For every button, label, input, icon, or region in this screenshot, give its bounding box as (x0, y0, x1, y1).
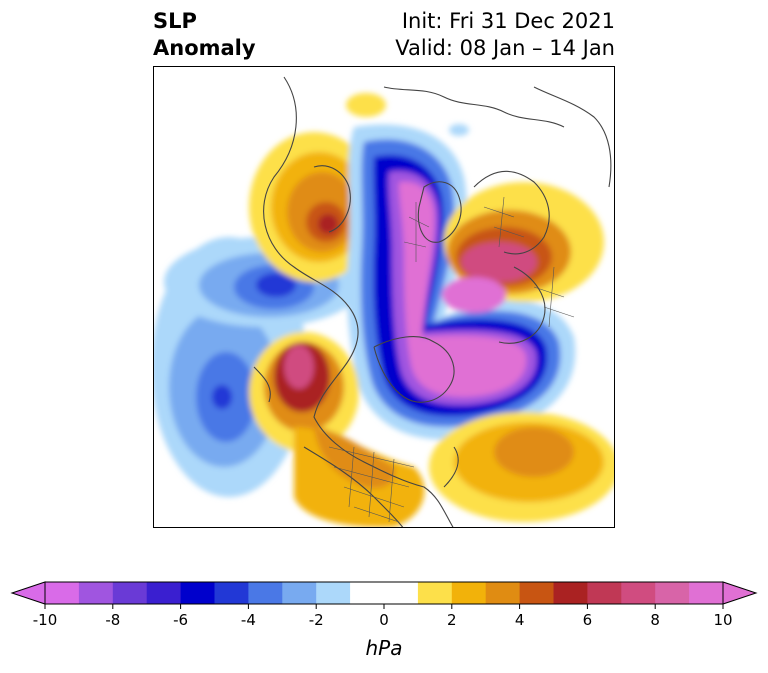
colorbar-bin (214, 582, 249, 604)
colorbar-bin (485, 582, 521, 604)
colorbar-tick-label: -10 (33, 611, 58, 629)
title-field: Anomaly (153, 36, 256, 60)
colorbar-tick-label: 10 (713, 611, 732, 629)
colorbar-bin (587, 582, 622, 604)
title-right: Init: Fri 31 Dec 2021 Valid: 08 Jan – 14… (395, 8, 615, 62)
colorbar-tick-label: 2 (447, 611, 457, 629)
colorbar-tick-label: -2 (309, 611, 324, 629)
bering-ridge (346, 93, 386, 117)
colorbar-bin (146, 582, 182, 604)
colorbar-bin (689, 582, 724, 604)
colorbar-bin (45, 582, 80, 604)
map-panel (153, 66, 615, 528)
arctic-small-low (449, 124, 469, 136)
colorbar-tick-label: 6 (583, 611, 593, 629)
colorbar-bin (112, 582, 148, 604)
title-variable: SLP (153, 9, 197, 33)
valid-range: Valid: 08 Jan – 14 Jan (395, 36, 615, 60)
colorbar-bin (451, 582, 487, 604)
political-borders (328, 196, 575, 523)
colorbar-bin (316, 582, 351, 604)
colorbar-bin (180, 582, 215, 604)
colorbar-bin (384, 582, 419, 604)
colorbar-bin (350, 582, 385, 604)
colorbar-bin (519, 582, 554, 604)
colorbar-bin (282, 582, 317, 604)
colorbar-bin (621, 582, 656, 604)
colorbar-bin (655, 582, 690, 604)
aleutian-low-core (256, 273, 296, 297)
colorbar-tick-label: -8 (105, 611, 120, 629)
colorbar-tick-label: 0 (379, 611, 389, 629)
colorbar-tick-label: 4 (515, 611, 525, 629)
colorbar-tick-label: -6 (173, 611, 188, 629)
colorbar-unit-label: hPa (365, 636, 403, 660)
colorbar-bin (78, 582, 114, 604)
colorbar-bin (248, 582, 283, 604)
init-date: Init: Fri 31 Dec 2021 (401, 9, 615, 33)
colorbar-bin (417, 582, 453, 604)
colorbar-tick-label: -4 (241, 611, 256, 629)
slp-anomaly-map (154, 76, 614, 527)
wna-high-core (284, 345, 314, 389)
atlantic-high-core (494, 427, 574, 477)
colorbar-extend-high (722, 581, 758, 605)
title-left: SLP Anomaly (153, 8, 256, 62)
pacific-low-core (212, 385, 232, 409)
colorbar-tick-label: 8 (650, 611, 660, 629)
colorbar: -10 -8 -6 -4 -2 0 2 4 6 8 10 (10, 581, 758, 629)
europe-high-peak (442, 277, 506, 313)
europe-high-core (461, 242, 537, 282)
arctic-trough-peak (398, 181, 527, 398)
colorbar-bin (553, 582, 588, 604)
siberian-high-peak (318, 214, 338, 234)
colorbar-extend-low (10, 581, 46, 605)
